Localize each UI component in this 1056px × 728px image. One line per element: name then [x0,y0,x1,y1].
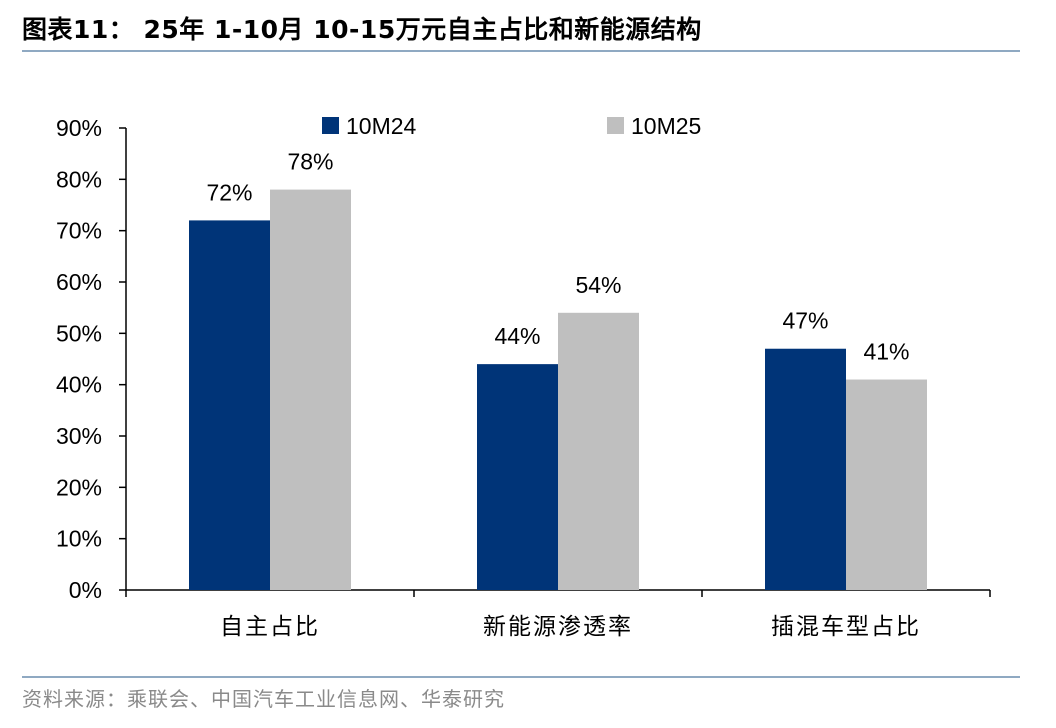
y-tick-label: 90% [56,115,102,141]
y-tick-label: 20% [56,474,102,500]
y-tick-label: 80% [56,166,102,192]
y-tick-label: 70% [56,218,102,244]
data-label: 78% [287,149,333,175]
data-label: 72% [206,179,252,205]
bar-10m25-2 [846,379,927,590]
legend-label: 10M25 [631,113,701,139]
data-label: 41% [863,339,909,365]
y-tick-label: 10% [56,526,102,552]
x-category-label: 自主占比 [220,614,320,640]
bar-10m24-1 [477,364,558,590]
data-label: 44% [494,323,540,349]
title-divider [22,50,1020,52]
x-category-label: 新能源渗透率 [483,614,633,640]
bar-10m25-1 [558,312,639,590]
legend: 10M24 10M25 [322,113,701,139]
legend-swatch [607,117,624,134]
footer-divider [22,676,1020,678]
bar-10m24-0 [189,220,270,590]
data-labels: 72% 44% 47% 78% 54% 41% [206,149,909,365]
bar-10m25-0 [270,189,351,590]
legend-swatch [322,117,339,134]
legend-label: 10M24 [346,113,417,139]
x-axis: 自主占比 新能源渗透率 插混车型占比 [125,589,991,640]
y-tick-label: 60% [56,269,102,295]
x-category-label: 插混车型占比 [771,614,921,640]
data-label: 54% [575,272,621,298]
y-axis: 0% 10% 20% 30% 40% 50% 60% 70% 80% 90% [56,115,127,603]
data-label: 47% [782,308,828,334]
y-tick-label: 0% [69,577,102,603]
bars [189,189,927,590]
source-note: 资料来源：乘联会、中国汽车工业信息网、华泰研究 [22,687,505,711]
bar-10m24-2 [765,348,846,590]
y-tick-label: 40% [56,372,102,398]
figure-title: 图表11： 25年 1-10月 10-15万元自主占比和新能源结构 [22,15,702,44]
y-tick-label: 50% [56,320,102,346]
y-tick-label: 30% [56,423,102,449]
